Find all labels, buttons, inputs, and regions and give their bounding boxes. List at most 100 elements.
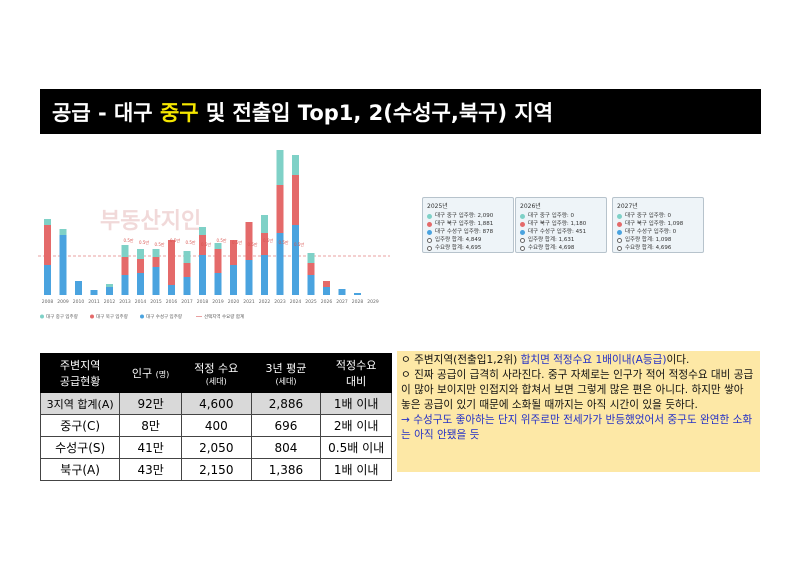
title-part1: 공급 - 대구 [52, 100, 160, 125]
tooltip-row: 대구 수성구 입주량: 451 [520, 228, 602, 236]
bar-blue [354, 293, 361, 295]
hollow-dot-icon [617, 237, 622, 243]
bar-blue [323, 287, 330, 295]
cell-avg: 696 [250, 414, 322, 437]
cell-region: 수성구(S) [39, 436, 121, 459]
tooltip-text: 대구 수성구 입주량: 0 [625, 229, 677, 235]
note-line1: ㅇ 주변지역(전출입1,2위) 합치면 적정수요 1배이내(A등급)이다. [401, 354, 690, 366]
cell-demand: 400 [180, 414, 252, 437]
tooltip-text: 입주량 합계: 1,631 [528, 237, 575, 243]
bar-red [292, 175, 299, 225]
tooltip-row: 입주량 합계: 1,098 [617, 236, 699, 244]
note-line2: ㅇ 진짜 공급이 급격히 사라진다. 중구 자체로는 인구가 적어 적정수요 대… [401, 369, 754, 411]
tooltip-text: 대구 중구 입주량: 0 [625, 213, 672, 219]
x-tick-label: 2013 [119, 299, 131, 305]
tooltip-row: 입주량 합계: 1,631 [520, 236, 602, 244]
cell-ratio: 1배 이내 [320, 392, 392, 415]
cell-population: 92만 [119, 392, 182, 415]
col-population-header: 인구 (명) [119, 353, 182, 393]
bar-red [152, 257, 160, 267]
tooltip-row: 수요량 합계: 4,695 [427, 244, 509, 252]
red-dot-icon [617, 221, 622, 227]
bar-red [199, 235, 206, 255]
bar-teal [152, 249, 160, 257]
supply-chart-svg: 부동산지인 2008 2009 2010 2011 2012 2013 2014 2015 201… [38, 150, 390, 320]
bar-teal [214, 243, 222, 249]
red-dot-icon [520, 221, 525, 227]
hollow-dot-icon [427, 245, 432, 251]
blue-dot-icon [617, 229, 622, 235]
cell-avg: 804 [250, 436, 322, 459]
tooltip-row: 대구 중구 입주량: 0 [617, 212, 699, 220]
bar-red [276, 185, 284, 233]
demand-label: 0.5만 [232, 239, 242, 245]
tooltip-row: 입주량 합계: 4,849 [427, 236, 509, 244]
x-tick-label: 2024 [290, 299, 302, 305]
bar-teal [121, 245, 129, 257]
hollow-dot-icon [520, 237, 525, 243]
tooltip-year: 2026년 [520, 203, 541, 210]
legend-dot-icon [40, 314, 44, 319]
bar-blue [199, 255, 206, 295]
bar-blue [168, 285, 175, 295]
tooltip-2025: 2025년 대구 중구 입주량: 2,090 대구 북구 입주량: 1,881 … [422, 197, 514, 253]
tooltip-row: 대구 북구 입주량: 1,180 [520, 220, 602, 228]
bar-blue [245, 260, 253, 295]
cell-demand: 4,600 [180, 392, 252, 415]
demand-label: 0.5만 [124, 237, 134, 243]
bar-teal [183, 251, 191, 263]
bar-blue [261, 255, 268, 295]
cell-region: 중구(C) [39, 414, 121, 437]
bar-teal [199, 227, 206, 235]
tooltip-text: 대구 중구 입주량: 2,090 [435, 213, 494, 219]
cell-avg: 1,386 [250, 458, 322, 481]
cell-ratio: 2배 이내 [320, 414, 392, 437]
table-row: 중구(C) 8만 400 696 2배 이내 [39, 414, 392, 437]
cell-population: 8만 [119, 414, 182, 437]
bar-red [183, 263, 191, 277]
tooltip-row: 대구 중구 입주량: 0 [520, 212, 602, 220]
col-region-header: 주변지역 공급현황 [39, 353, 121, 393]
tooltip-text: 대구 북구 입주량: 1,180 [528, 221, 587, 227]
hollow-dot-icon [617, 245, 622, 251]
cell-ratio: 0.5배 이내 [320, 436, 392, 459]
tooltip-row: 대구 북구 입주량: 1,098 [617, 220, 699, 228]
tooltip-text: 수요량 합계: 4,698 [528, 245, 575, 251]
bar-blue [90, 290, 98, 295]
x-tick-label: 2028 [352, 299, 364, 305]
bar-blue [338, 289, 346, 295]
tooltip-text: 대구 수성구 입주량: 878 [435, 229, 494, 235]
legend-dot-icon [90, 314, 94, 319]
bar-blue [214, 273, 222, 295]
commentary-box: ㅇ 주변지역(전출입1,2위) 합치면 적정수요 1배이내(A등급)이다. ㅇ … [397, 351, 760, 472]
x-tick-label: 2022 [259, 299, 271, 305]
bar-red [137, 259, 144, 273]
bar-teal [59, 229, 67, 235]
title-highlight: 중구 [159, 100, 199, 125]
cell-demand: 2,050 [180, 436, 252, 459]
red-dot-icon [427, 221, 432, 227]
demand-label: 0.5만 [186, 239, 196, 245]
tooltip-2027: 2027년 대구 중구 입주량: 0 대구 북구 입주량: 1,098 대구 수… [612, 197, 704, 253]
bar-teal [106, 284, 113, 287]
bar-blue [59, 235, 67, 295]
x-tick-label: 2014 [135, 299, 147, 305]
bar-red [214, 249, 222, 273]
bar-red [168, 240, 175, 285]
bar-blue [44, 265, 51, 295]
cell-demand: 2,150 [180, 458, 252, 481]
teal-dot-icon [427, 213, 432, 219]
legend-label: 대구 북구 입주량 [96, 313, 128, 320]
tooltip-text: 대구 수성구 입주량: 451 [528, 229, 587, 235]
x-tick-label: 2011 [88, 299, 100, 305]
x-tick-label: 2025 [305, 299, 317, 305]
blue-dot-icon [427, 229, 432, 235]
tooltip-year: 2027년 [617, 203, 638, 210]
x-tick-label: 2020 [228, 299, 240, 305]
legend-label: 대구 수성구 입주량 [146, 313, 182, 320]
x-tick-label: 2018 [197, 299, 209, 305]
bar-red [230, 240, 237, 265]
tooltip-2026: 2026년 대구 중구 입주량: 0 대구 북구 입주량: 1,180 대구 수… [515, 197, 607, 253]
table-header-row: 주변지역 공급현황 인구 (명) 적정 수요 (세대) 3년 평균 (세대) 적정수요… [39, 353, 392, 393]
bar-teal [307, 253, 315, 263]
